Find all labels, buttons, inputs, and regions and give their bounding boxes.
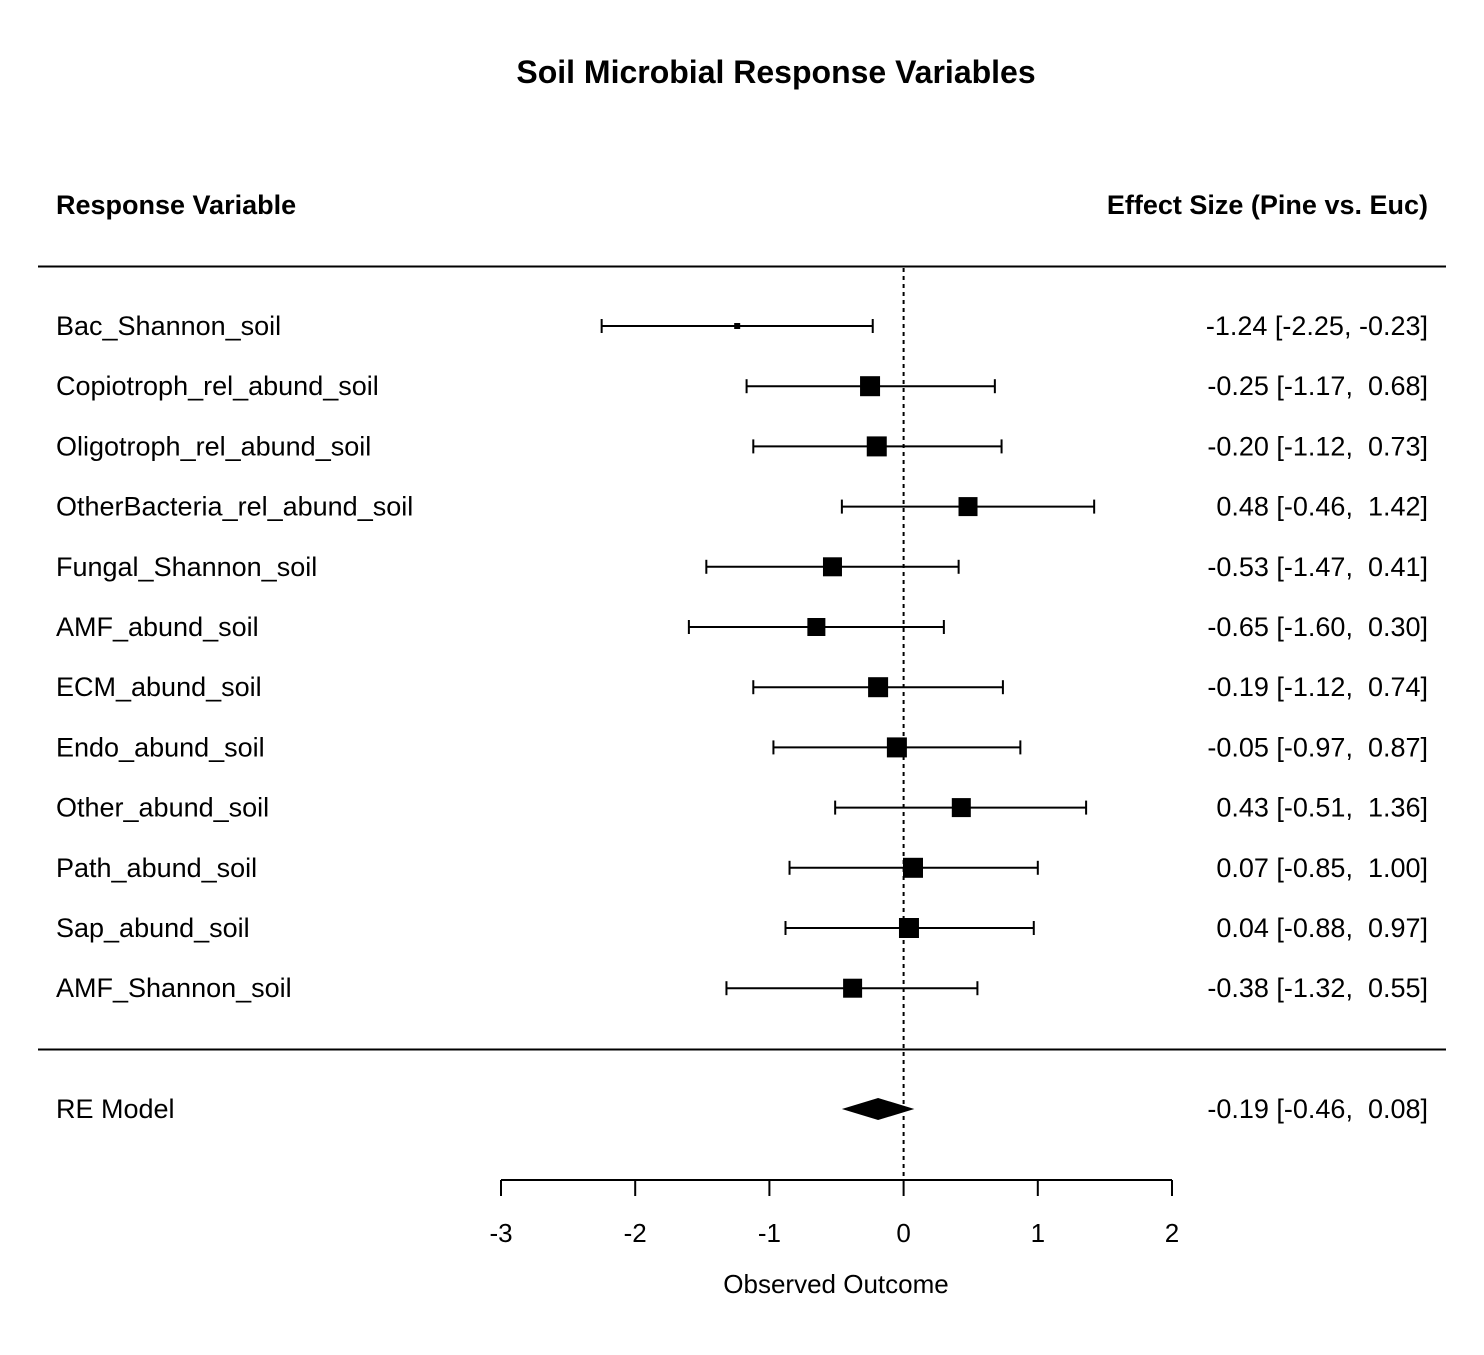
- study-row: Copiotroph_rel_abund_soil -0.25 [-1.17, 0…: [56, 371, 1428, 401]
- x-tick-label: 0: [896, 1218, 910, 1248]
- study-row: Other_abund_soil 0.43 [-0.51, 1.36]: [56, 793, 1428, 823]
- study-label: AMF_Shannon_soil: [56, 973, 292, 1003]
- study-row: Sap_abund_soil 0.04 [-0.88, 0.97]: [56, 913, 1428, 943]
- study-label: Fungal_Shannon_soil: [56, 552, 317, 582]
- effect-size-text: -0.53 [-1.47, 0.41]: [1207, 552, 1428, 582]
- effect-size-text: -0.25 [-1.17, 0.68]: [1207, 371, 1428, 401]
- effect-size-text: -0.38 [-1.32, 0.55]: [1207, 973, 1428, 1003]
- effect-size-text: 0.04 [-0.88, 0.97]: [1216, 913, 1428, 943]
- summary-diamond: [841, 1098, 915, 1120]
- study-row: Bac_Shannon_soil -1.24 [-2.25, -0.23]: [56, 311, 1428, 341]
- point-estimate: [860, 376, 881, 397]
- effect-size-text: 0.48 [-0.46, 1.42]: [1216, 492, 1428, 522]
- point-estimate: [807, 618, 826, 636]
- point-estimate: [734, 323, 741, 329]
- left-column-header: Response Variable: [56, 190, 296, 220]
- point-estimate: [866, 436, 887, 457]
- effect-size-text: 0.07 [-0.85, 1.00]: [1216, 853, 1428, 883]
- study-row: OtherBacteria_rel_abund_soil 0.48 [-0.46,…: [56, 492, 1428, 522]
- point-estimate: [843, 978, 863, 998]
- x-tick-label: -3: [489, 1218, 512, 1248]
- effect-size-text: 0.43 [-0.51, 1.36]: [1216, 793, 1428, 823]
- study-row: Fungal_Shannon_soil -0.53 [-1.47, 0.41]: [56, 552, 1428, 582]
- study-row: ECM_abund_soil -0.19 [-1.12, 0.74]: [56, 672, 1428, 702]
- chart-title: Soil Microbial Response Variables: [516, 54, 1035, 90]
- study-label: Copiotroph_rel_abund_soil: [56, 371, 379, 401]
- point-estimate: [902, 857, 923, 878]
- x-tick-label: -2: [624, 1218, 647, 1248]
- summary-effect-text: -0.19 [-0.46, 0.08]: [1207, 1094, 1428, 1124]
- study-label: Oligotroph_rel_abund_soil: [56, 431, 371, 461]
- study-label: Sap_abund_soil: [56, 913, 250, 943]
- summary-label: RE Model: [56, 1094, 175, 1124]
- x-tick-label: 2: [1165, 1218, 1179, 1248]
- point-estimate: [886, 737, 907, 758]
- study-label: Other_abund_soil: [56, 793, 269, 823]
- effect-size-text: -1.24 [-2.25, -0.23]: [1206, 311, 1428, 341]
- study-label: OtherBacteria_rel_abund_soil: [56, 492, 413, 522]
- point-estimate: [898, 918, 919, 938]
- study-row: AMF_abund_soil -0.65 [-1.60, 0.30]: [56, 612, 1428, 642]
- study-label: AMF_abund_soil: [56, 612, 259, 642]
- study-label: Path_abund_soil: [56, 853, 257, 883]
- point-estimate: [822, 557, 842, 577]
- x-tick-label: 1: [1031, 1218, 1045, 1248]
- x-tick-label: -1: [758, 1218, 781, 1248]
- x-axis-label: Observed Outcome: [723, 1269, 948, 1299]
- effect-size-text: -0.20 [-1.12, 0.73]: [1207, 431, 1428, 461]
- study-row: AMF_Shannon_soil -0.38 [-1.32, 0.55]: [56, 973, 1428, 1003]
- study-label: Endo_abund_soil: [56, 732, 265, 762]
- study-row: Path_abund_soil 0.07 [-0.85, 1.00]: [56, 853, 1428, 883]
- point-estimate: [951, 798, 971, 818]
- right-column-header: Effect Size (Pine vs. Euc): [1107, 190, 1428, 220]
- study-label: ECM_abund_soil: [56, 672, 262, 702]
- point-estimate: [958, 497, 978, 517]
- study-row: Endo_abund_soil -0.05 [-0.97, 0.87]: [56, 732, 1428, 762]
- point-estimate: [868, 677, 889, 698]
- effect-size-text: -0.05 [-0.97, 0.87]: [1207, 732, 1428, 762]
- study-row: Oligotroph_rel_abund_soil -0.20 [-1.12, 0…: [56, 431, 1428, 461]
- effect-size-text: -0.19 [-1.12, 0.74]: [1207, 672, 1428, 702]
- study-label: Bac_Shannon_soil: [56, 311, 281, 341]
- effect-size-text: -0.65 [-1.60, 0.30]: [1207, 612, 1428, 642]
